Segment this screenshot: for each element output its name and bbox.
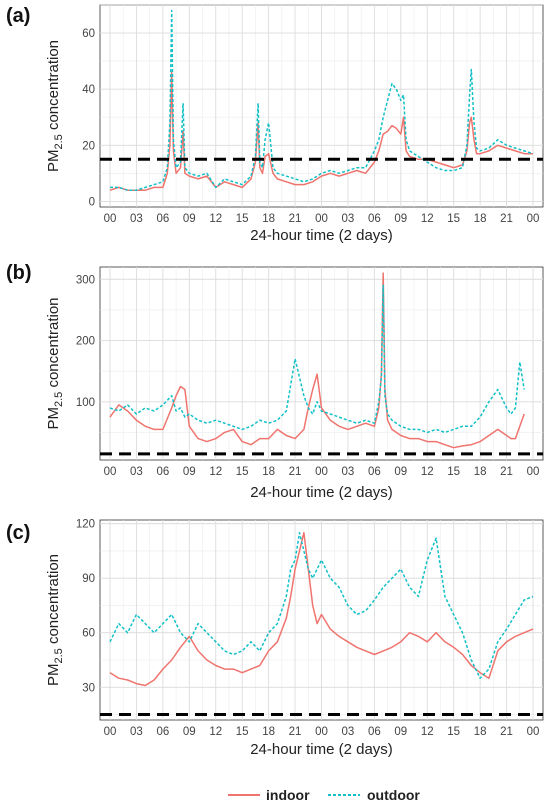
x-tick-label: 09 <box>394 213 407 225</box>
x-tick-label: 09 <box>183 466 196 478</box>
x-tick-label: 03 <box>130 466 143 478</box>
series-line-indoor <box>109 272 525 449</box>
chart-panel-2: 100 200 300 00 03 06 09 12 15 18 21 00 03 06 09 12 15 18 2… <box>6 262 544 501</box>
x-tick-label: 15 <box>236 213 249 225</box>
x-tick-label: 03 <box>130 213 143 225</box>
panel-label: (a) <box>6 5 30 27</box>
x-tick-label: 00 <box>527 466 540 478</box>
x-tick-label: 06 <box>368 213 381 225</box>
x-tick-label: 15 <box>236 726 249 738</box>
legend: indoor outdoor <box>228 787 420 803</box>
x-tick-label: 12 <box>209 726 222 738</box>
legend-label-indoor: indoor <box>266 787 310 803</box>
x-axis-label: 24-hour time (2 days) <box>250 227 393 244</box>
y-tick-label: 90 <box>82 573 95 585</box>
y-tick-label: 20 <box>82 140 95 152</box>
x-tick-label: 00 <box>527 213 540 225</box>
y-tick-label: 100 <box>76 397 95 409</box>
x-tick-label: 12 <box>421 726 434 738</box>
series-line-outdoor <box>109 531 534 679</box>
x-axis-label: 24-hour time (2 days) <box>250 741 393 758</box>
x-tick-label: 21 <box>289 726 302 738</box>
panel-label: (c) <box>6 522 30 544</box>
x-tick-label: 09 <box>183 726 196 738</box>
x-tick-label: 03 <box>130 726 143 738</box>
chart-panel-1: 0 20 40 60 00 03 06 09 12 15 18 21 00 03 06 09 12 15 18 21 0… <box>6 4 544 244</box>
x-tick-label: 03 <box>342 466 355 478</box>
y-tick-label: 120 <box>76 519 95 531</box>
x-tick-label: 06 <box>156 726 169 738</box>
legend-label-outdoor: outdoor <box>367 787 420 803</box>
x-tick-label: 15 <box>447 726 460 738</box>
chart-panel-3: 30 60 90 120 00 03 06 09 12 15 18 21 00 03 06 09 12 15 18 2… <box>6 519 544 758</box>
y-axis-label: PM2.5 concentration <box>45 554 65 686</box>
x-tick-label: 00 <box>315 726 328 738</box>
x-tick-label: 06 <box>156 213 169 225</box>
x-tick-label: 12 <box>209 466 222 478</box>
x-tick-label: 00 <box>527 726 540 738</box>
x-tick-label: 12 <box>421 466 434 478</box>
x-tick-label: 18 <box>474 213 487 225</box>
x-tick-label: 09 <box>394 466 407 478</box>
x-tick-label: 09 <box>394 726 407 738</box>
panel-label: (b) <box>6 262 32 284</box>
x-tick-label: 00 <box>104 726 117 738</box>
x-tick-label: 18 <box>474 466 487 478</box>
x-tick-label: 00 <box>315 466 328 478</box>
y-tick-label: 200 <box>76 336 95 348</box>
x-axis-label: 24-hour time (2 days) <box>250 484 393 501</box>
y-axis-label: PM2.5 concentration <box>45 297 65 429</box>
x-tick-label: 18 <box>474 726 487 738</box>
x-tick-label: 15 <box>447 466 460 478</box>
y-tick-label: 40 <box>82 84 95 96</box>
x-tick-label: 21 <box>500 726 513 738</box>
x-tick-label: 21 <box>500 213 513 225</box>
x-tick-label: 21 <box>289 466 302 478</box>
x-tick-label: 00 <box>315 213 328 225</box>
x-tick-label: 00 <box>104 213 117 225</box>
x-tick-label: 15 <box>236 466 249 478</box>
x-tick-label: 12 <box>209 213 222 225</box>
x-tick-label: 18 <box>262 213 275 225</box>
y-tick-label: 60 <box>82 28 95 40</box>
x-tick-label: 21 <box>500 466 513 478</box>
y-tick-label: 0 <box>89 196 95 208</box>
x-tick-label: 00 <box>104 466 117 478</box>
series-line-indoor <box>109 531 534 687</box>
x-tick-label: 06 <box>156 466 169 478</box>
x-tick-label: 03 <box>342 726 355 738</box>
x-tick-label: 21 <box>289 213 302 225</box>
x-tick-label: 03 <box>342 213 355 225</box>
x-tick-label: 18 <box>262 466 275 478</box>
x-tick-label: 06 <box>368 726 381 738</box>
y-tick-label: 60 <box>82 628 95 640</box>
series-line-outdoor <box>110 9 534 191</box>
x-tick-label: 18 <box>262 726 275 738</box>
x-tick-label: 15 <box>447 213 460 225</box>
x-tick-label: 12 <box>421 213 434 225</box>
series-line-outdoor <box>109 284 525 434</box>
x-tick-label: 06 <box>368 466 381 478</box>
y-tick-label: 300 <box>76 274 95 286</box>
y-axis-label: PM2.5 concentration <box>45 40 65 172</box>
x-tick-label: 09 <box>183 213 196 225</box>
y-tick-label: 30 <box>82 682 95 694</box>
